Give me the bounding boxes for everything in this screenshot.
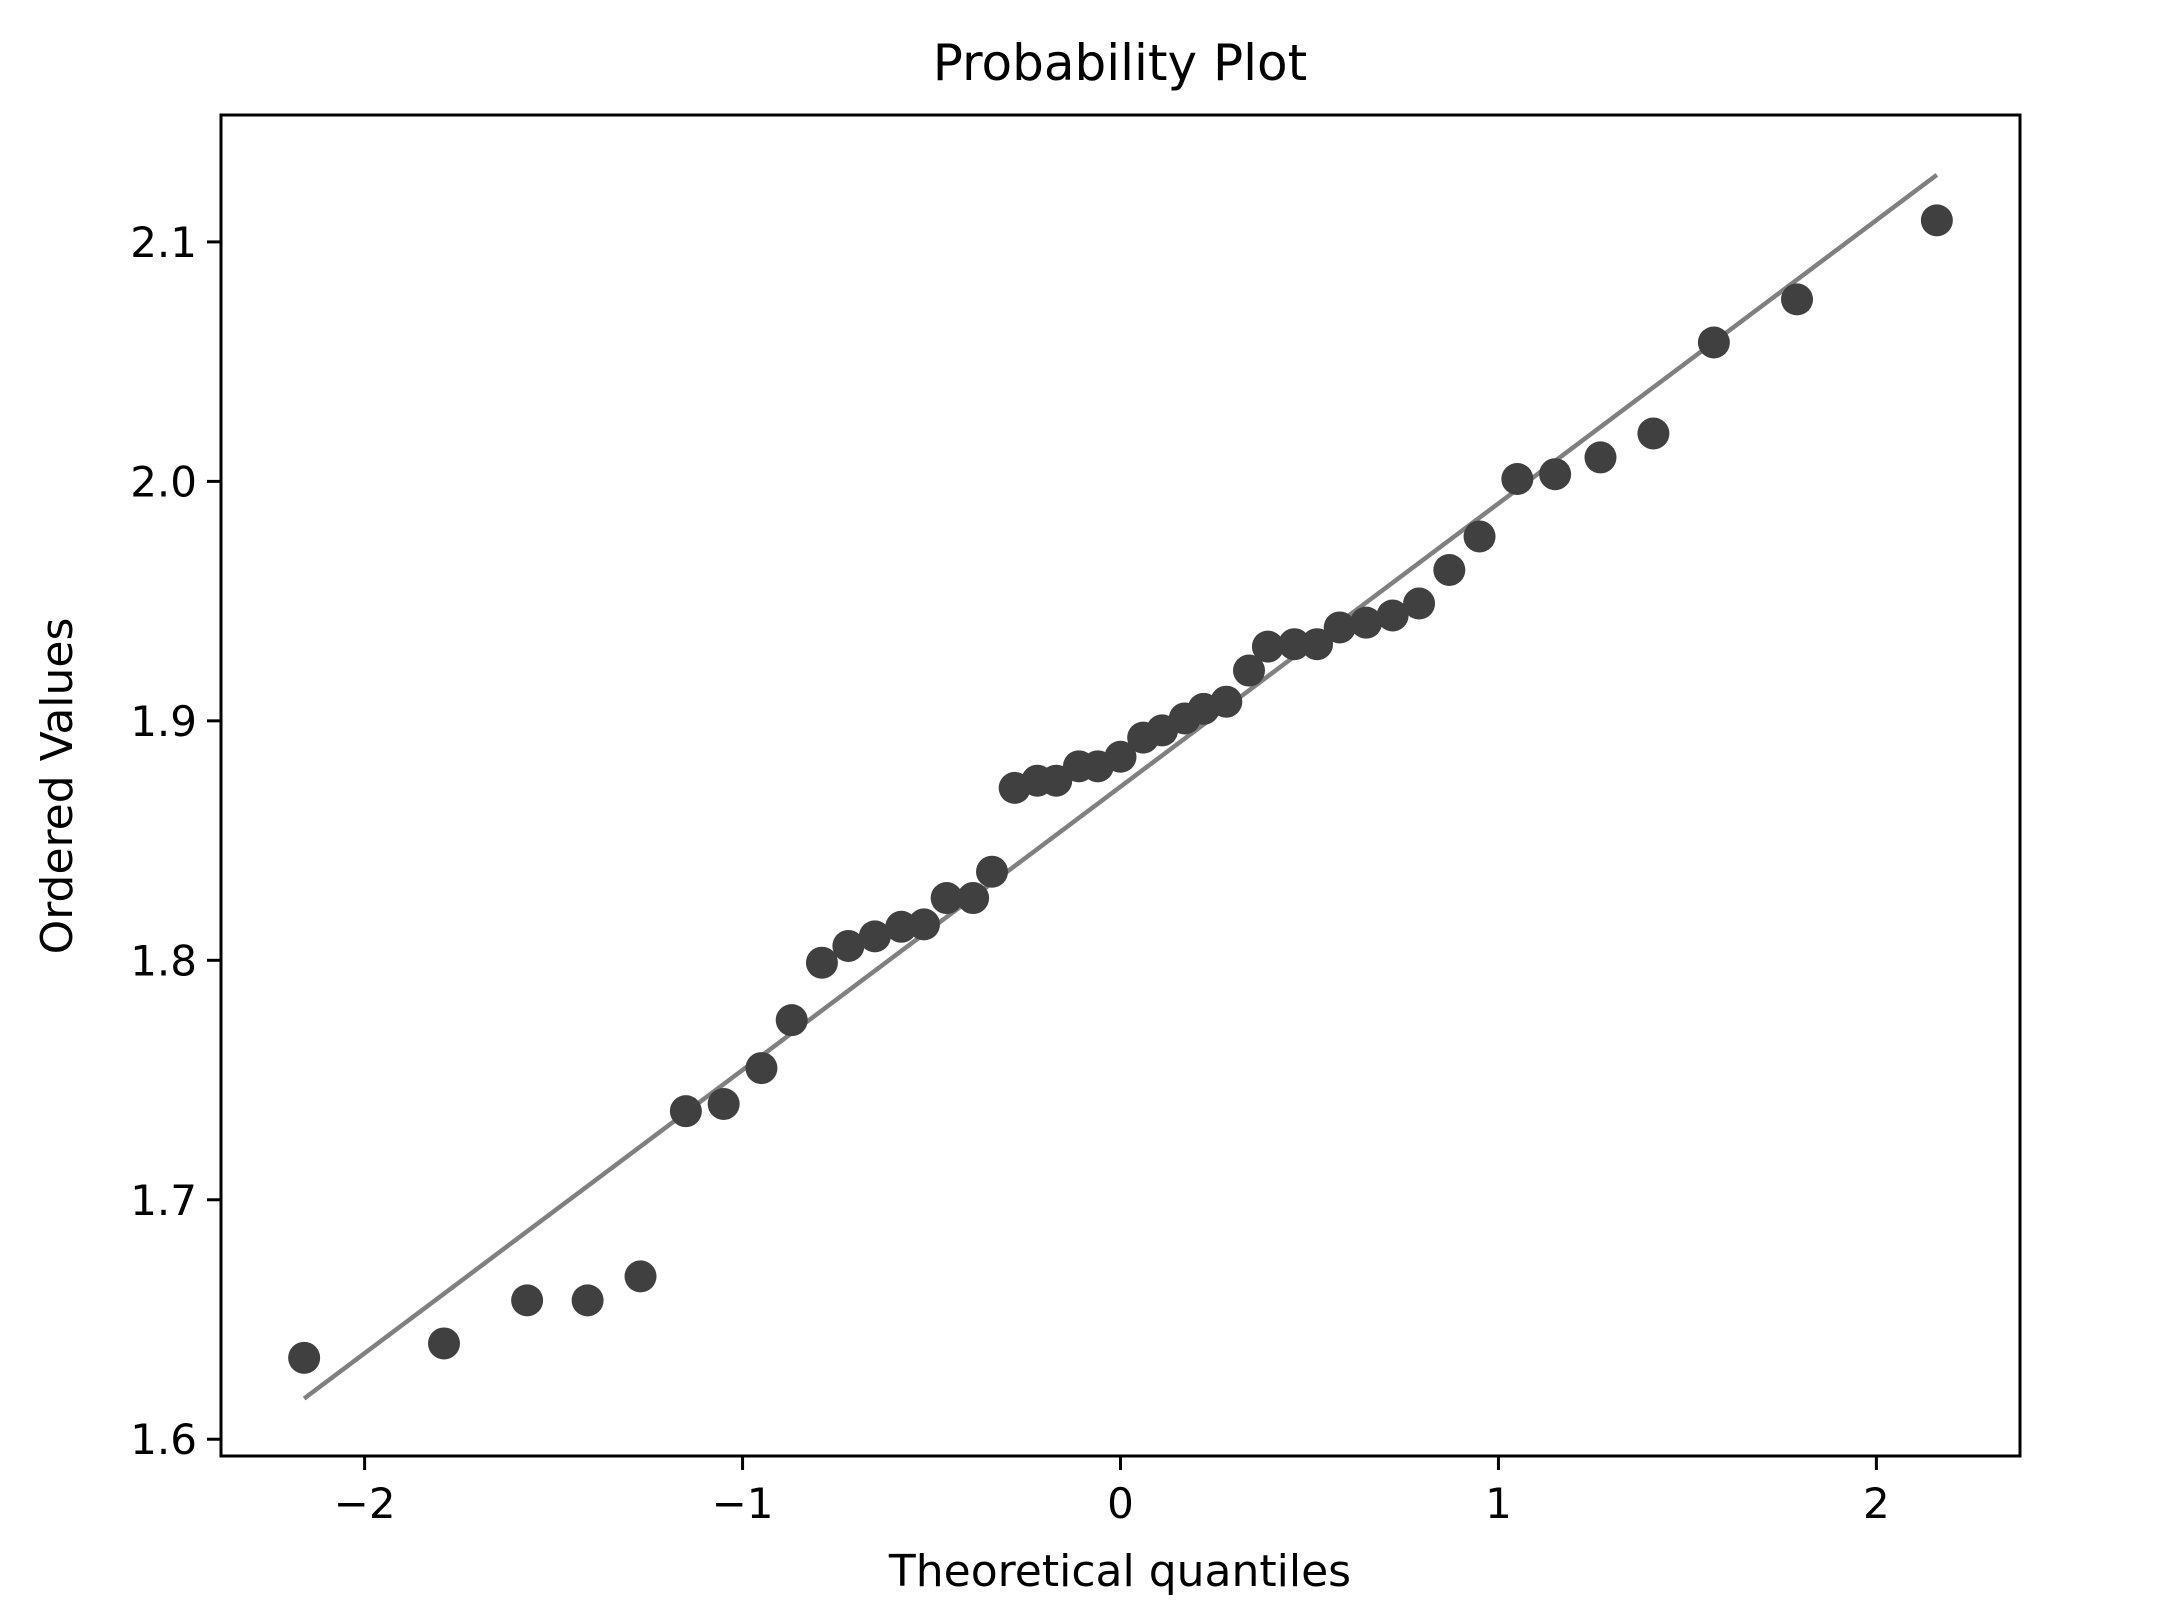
- data-point: [1323, 611, 1356, 644]
- y-tick-label: 1.8: [130, 936, 197, 985]
- data-point: [907, 908, 940, 941]
- y-tick-label: 2.0: [130, 457, 197, 506]
- data-point: [1104, 740, 1137, 773]
- data-point: [832, 929, 865, 962]
- data-point: [1403, 587, 1436, 620]
- data-point: [1781, 283, 1814, 316]
- data-point: [1251, 630, 1284, 663]
- data-point: [707, 1087, 740, 1120]
- y-tick-label: 1.9: [130, 697, 197, 746]
- plot-marks: −2 −1 0 1 2 1.6 1.7 1.8 1.9 2.0 2.1: [130, 173, 1953, 1528]
- data-point: [1350, 606, 1383, 639]
- data-point: [571, 1284, 604, 1317]
- data-point: [957, 882, 990, 915]
- data-point: [511, 1284, 544, 1317]
- x-tick-label: 2: [1863, 1479, 1890, 1528]
- data-point: [624, 1260, 657, 1293]
- y-tick-label: 1.7: [130, 1176, 197, 1225]
- data-point: [1501, 462, 1534, 495]
- y-tick-label: 2.1: [130, 218, 197, 267]
- data-point: [427, 1327, 460, 1360]
- y-tick-label: 1.6: [130, 1415, 197, 1464]
- data-point: [976, 855, 1008, 888]
- data-point: [288, 1341, 321, 1374]
- data-point: [1278, 628, 1311, 661]
- data-point: [1376, 599, 1409, 632]
- data-point: [858, 920, 891, 953]
- x-tick-label: −1: [712, 1479, 774, 1528]
- data-point: [1920, 204, 1953, 237]
- fit-line: [302, 173, 1939, 1401]
- plot-frame: [219, 113, 2022, 1458]
- data-point: [1697, 326, 1730, 359]
- x-tick-label: 0: [1107, 1479, 1134, 1528]
- x-tick-label: −2: [334, 1479, 396, 1528]
- data-point: [745, 1052, 778, 1085]
- x-axis-label: Theoretical quantiles: [888, 1546, 1351, 1597]
- chart-title: Probability Plot: [933, 34, 1307, 92]
- data-point: [1637, 417, 1670, 450]
- data-point: [1210, 685, 1243, 718]
- data-point: [1539, 458, 1572, 491]
- data-point: [1433, 553, 1466, 586]
- y-axis-label: Ordered Values: [32, 618, 83, 955]
- data-point: [1301, 628, 1334, 661]
- x-tick-label: 1: [1485, 1479, 1512, 1528]
- data-point: [669, 1095, 702, 1128]
- data-point: [805, 946, 838, 979]
- data-point: [775, 1004, 808, 1037]
- data-point: [930, 882, 963, 915]
- data-point: [1463, 520, 1496, 553]
- data-point: [1233, 654, 1265, 687]
- data-point: [1584, 441, 1617, 474]
